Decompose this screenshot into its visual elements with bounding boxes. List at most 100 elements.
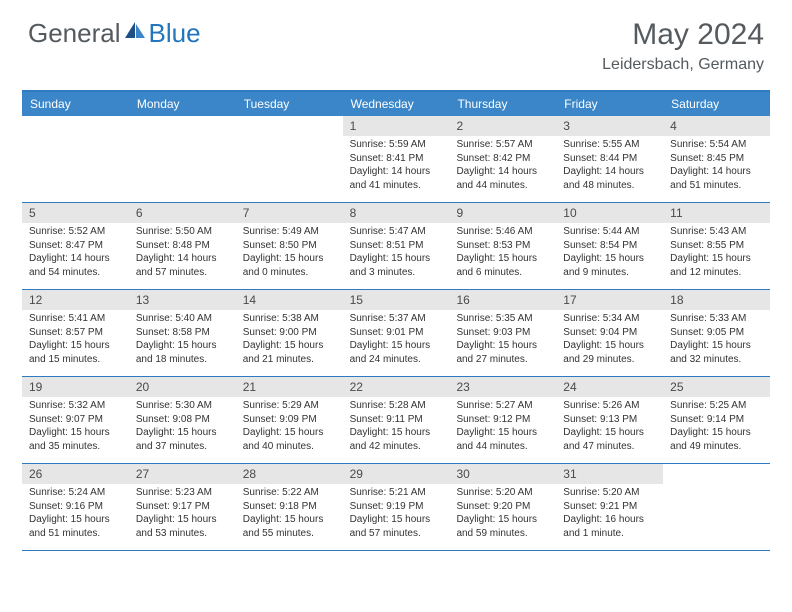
sunrise-line: Sunrise: 5:59 AM bbox=[350, 138, 443, 152]
day-number: 21 bbox=[236, 377, 343, 397]
sunrise-line: Sunrise: 5:28 AM bbox=[350, 399, 443, 413]
weekday-header: Sunday bbox=[22, 92, 129, 116]
sunset-line: Sunset: 9:11 PM bbox=[350, 413, 443, 427]
day-cell: 8Sunrise: 5:47 AMSunset: 8:51 PMDaylight… bbox=[343, 203, 450, 289]
day-content: Sunrise: 5:35 AMSunset: 9:03 PMDaylight:… bbox=[449, 310, 556, 370]
page-header: General Blue May 2024 Leidersbach, Germa… bbox=[0, 0, 792, 82]
title-block: May 2024 Leidersbach, Germany bbox=[602, 18, 764, 74]
sunset-line: Sunset: 9:17 PM bbox=[136, 500, 229, 514]
sunrise-line: Sunrise: 5:40 AM bbox=[136, 312, 229, 326]
day-number: 9 bbox=[449, 203, 556, 223]
sunset-line: Sunset: 9:05 PM bbox=[670, 326, 763, 340]
sunset-line: Sunset: 9:00 PM bbox=[243, 326, 336, 340]
sunset-line: Sunset: 9:21 PM bbox=[563, 500, 656, 514]
weekday-header: Thursday bbox=[449, 92, 556, 116]
sunrise-line: Sunrise: 5:33 AM bbox=[670, 312, 763, 326]
day-cell: 4Sunrise: 5:54 AMSunset: 8:45 PMDaylight… bbox=[663, 116, 770, 202]
day-cell: 24Sunrise: 5:26 AMSunset: 9:13 PMDayligh… bbox=[556, 377, 663, 463]
daylight-line: Daylight: 15 hours and 42 minutes. bbox=[350, 426, 443, 453]
sunrise-line: Sunrise: 5:57 AM bbox=[456, 138, 549, 152]
day-content: Sunrise: 5:20 AMSunset: 9:20 PMDaylight:… bbox=[449, 484, 556, 544]
sunrise-line: Sunrise: 5:41 AM bbox=[29, 312, 122, 326]
sunset-line: Sunset: 9:04 PM bbox=[563, 326, 656, 340]
day-cell: 16Sunrise: 5:35 AMSunset: 9:03 PMDayligh… bbox=[449, 290, 556, 376]
sunrise-line: Sunrise: 5:44 AM bbox=[563, 225, 656, 239]
day-cell bbox=[129, 116, 236, 202]
daylight-line: Daylight: 15 hours and 3 minutes. bbox=[350, 252, 443, 279]
day-cell: 1Sunrise: 5:59 AMSunset: 8:41 PMDaylight… bbox=[343, 116, 450, 202]
day-number: 29 bbox=[343, 464, 450, 484]
day-content: Sunrise: 5:28 AMSunset: 9:11 PMDaylight:… bbox=[343, 397, 450, 457]
week-row: 19Sunrise: 5:32 AMSunset: 9:07 PMDayligh… bbox=[22, 377, 770, 464]
daylight-line: Daylight: 15 hours and 47 minutes. bbox=[563, 426, 656, 453]
sunrise-line: Sunrise: 5:32 AM bbox=[29, 399, 122, 413]
day-content: Sunrise: 5:32 AMSunset: 9:07 PMDaylight:… bbox=[22, 397, 129, 457]
sunrise-line: Sunrise: 5:27 AM bbox=[456, 399, 549, 413]
daylight-line: Daylight: 15 hours and 57 minutes. bbox=[350, 513, 443, 540]
sunrise-line: Sunrise: 5:29 AM bbox=[243, 399, 336, 413]
day-cell bbox=[22, 116, 129, 202]
daylight-line: Daylight: 15 hours and 27 minutes. bbox=[456, 339, 549, 366]
weekday-header: Wednesday bbox=[343, 92, 450, 116]
weekday-header: Tuesday bbox=[236, 92, 343, 116]
daylight-line: Daylight: 14 hours and 48 minutes. bbox=[563, 165, 656, 192]
sunset-line: Sunset: 9:13 PM bbox=[563, 413, 656, 427]
sunrise-line: Sunrise: 5:21 AM bbox=[350, 486, 443, 500]
brand-general: General bbox=[28, 18, 121, 49]
day-cell: 11Sunrise: 5:43 AMSunset: 8:55 PMDayligh… bbox=[663, 203, 770, 289]
day-cell: 21 Sunrise: 5:29 AMSunset: 9:09 PMDayligh… bbox=[236, 377, 343, 463]
day-number: 1 bbox=[343, 116, 450, 136]
day-content: Sunrise: 5:43 AMSunset: 8:55 PMDaylight:… bbox=[663, 223, 770, 283]
day-number: 3 bbox=[556, 116, 663, 136]
day-cell: 28Sunrise: 5:22 AMSunset: 9:18 PMDayligh… bbox=[236, 464, 343, 550]
week-row: 1Sunrise: 5:59 AMSunset: 8:41 PMDaylight… bbox=[22, 116, 770, 203]
day-content: Sunrise: 5:20 AMSunset: 9:21 PMDaylight:… bbox=[556, 484, 663, 544]
day-cell: 31Sunrise: 5:20 AMSunset: 9:21 PMDayligh… bbox=[556, 464, 663, 550]
sunrise-line: Sunrise: 5:26 AM bbox=[563, 399, 656, 413]
sunrise-line: Sunrise: 5:52 AM bbox=[29, 225, 122, 239]
sunset-line: Sunset: 9:09 PM bbox=[243, 413, 336, 427]
day-cell: 26Sunrise: 5:24 AMSunset: 9:16 PMDayligh… bbox=[22, 464, 129, 550]
sunrise-line: Sunrise: 5:22 AM bbox=[243, 486, 336, 500]
day-content: Sunrise: 5:46 AMSunset: 8:53 PMDaylight:… bbox=[449, 223, 556, 283]
day-content: Sunrise: 5:54 AMSunset: 8:45 PMDaylight:… bbox=[663, 136, 770, 196]
day-content: Sunrise: 5:52 AMSunset: 8:47 PMDaylight:… bbox=[22, 223, 129, 283]
sunrise-line: Sunrise: 5:50 AM bbox=[136, 225, 229, 239]
daylight-line: Daylight: 15 hours and 12 minutes. bbox=[670, 252, 763, 279]
sunrise-line: Sunrise: 5:20 AM bbox=[456, 486, 549, 500]
day-cell: 6Sunrise: 5:50 AMSunset: 8:48 PMDaylight… bbox=[129, 203, 236, 289]
sunrise-line: Sunrise: 5:20 AM bbox=[563, 486, 656, 500]
sunrise-line: Sunrise: 5:55 AM bbox=[563, 138, 656, 152]
daylight-line: Daylight: 14 hours and 51 minutes. bbox=[670, 165, 763, 192]
day-cell: 12Sunrise: 5:41 AMSunset: 8:57 PMDayligh… bbox=[22, 290, 129, 376]
sunset-line: Sunset: 9:16 PM bbox=[29, 500, 122, 514]
daylight-line: Daylight: 16 hours and 1 minute. bbox=[563, 513, 656, 540]
day-content: Sunrise: 5:33 AMSunset: 9:05 PMDaylight:… bbox=[663, 310, 770, 370]
sunrise-line: Sunrise: 5:37 AM bbox=[350, 312, 443, 326]
day-content: Sunrise: 5:25 AMSunset: 9:14 PMDaylight:… bbox=[663, 397, 770, 457]
sunrise-line: Sunrise: 5:24 AM bbox=[29, 486, 122, 500]
day-content: Sunrise: 5:34 AMSunset: 9:04 PMDaylight:… bbox=[556, 310, 663, 370]
day-content: Sunrise: 5:22 AMSunset: 9:18 PMDaylight:… bbox=[236, 484, 343, 544]
sunset-line: Sunset: 9:07 PM bbox=[29, 413, 122, 427]
daylight-line: Daylight: 15 hours and 40 minutes. bbox=[243, 426, 336, 453]
weeks-container: 1Sunrise: 5:59 AMSunset: 8:41 PMDaylight… bbox=[22, 116, 770, 551]
sunrise-line: Sunrise: 5:54 AM bbox=[670, 138, 763, 152]
day-cell: 27Sunrise: 5:23 AMSunset: 9:17 PMDayligh… bbox=[129, 464, 236, 550]
day-content: Sunrise: 5:26 AMSunset: 9:13 PMDaylight:… bbox=[556, 397, 663, 457]
day-number: 17 bbox=[556, 290, 663, 310]
sunset-line: Sunset: 9:01 PM bbox=[350, 326, 443, 340]
day-cell: 3Sunrise: 5:55 AMSunset: 8:44 PMDaylight… bbox=[556, 116, 663, 202]
daylight-line: Daylight: 15 hours and 32 minutes. bbox=[670, 339, 763, 366]
brand-blue: Blue bbox=[149, 18, 201, 49]
day-number: 7 bbox=[236, 203, 343, 223]
daylight-line: Daylight: 15 hours and 9 minutes. bbox=[563, 252, 656, 279]
day-cell: 22Sunrise: 5:28 AMSunset: 9:11 PMDayligh… bbox=[343, 377, 450, 463]
day-number: 25 bbox=[663, 377, 770, 397]
day-content: Sunrise: 5:57 AMSunset: 8:42 PMDaylight:… bbox=[449, 136, 556, 196]
daylight-line: Daylight: 15 hours and 59 minutes. bbox=[456, 513, 549, 540]
day-cell: 15Sunrise: 5:37 AMSunset: 9:01 PMDayligh… bbox=[343, 290, 450, 376]
day-number: 23 bbox=[449, 377, 556, 397]
day-number: 27 bbox=[129, 464, 236, 484]
day-content: Sunrise: 5:41 AMSunset: 8:57 PMDaylight:… bbox=[22, 310, 129, 370]
